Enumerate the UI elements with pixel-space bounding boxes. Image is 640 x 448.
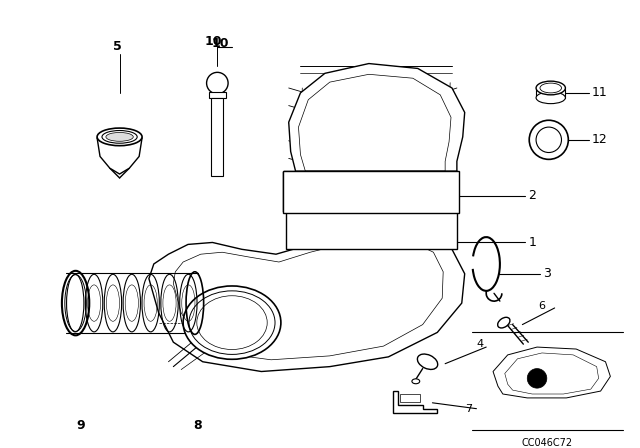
Text: 9: 9: [76, 419, 84, 432]
Ellipse shape: [102, 130, 137, 143]
Circle shape: [527, 369, 547, 388]
Text: 6: 6: [538, 301, 545, 311]
Circle shape: [536, 127, 561, 152]
Ellipse shape: [189, 291, 275, 354]
Text: 11: 11: [592, 86, 607, 99]
Bar: [400, 394, 420, 402]
Bar: [209, 92, 226, 98]
Ellipse shape: [536, 81, 565, 95]
Polygon shape: [493, 347, 611, 398]
Ellipse shape: [106, 133, 133, 141]
Text: 10: 10: [205, 34, 222, 47]
Ellipse shape: [97, 128, 142, 146]
Text: 4: 4: [476, 339, 484, 349]
Ellipse shape: [183, 286, 281, 359]
Polygon shape: [97, 138, 142, 174]
Ellipse shape: [412, 379, 420, 384]
Text: 1: 1: [528, 236, 536, 249]
Polygon shape: [289, 64, 465, 171]
Ellipse shape: [540, 83, 561, 93]
Ellipse shape: [207, 72, 228, 94]
Text: 8: 8: [193, 419, 202, 432]
Ellipse shape: [536, 92, 565, 103]
Text: 10: 10: [212, 37, 229, 50]
Circle shape: [529, 120, 568, 159]
Text: 5: 5: [113, 40, 122, 53]
Bar: [211, 98, 223, 176]
Ellipse shape: [417, 354, 438, 370]
Text: 3: 3: [543, 267, 551, 280]
Ellipse shape: [498, 317, 510, 328]
Text: 2: 2: [528, 189, 536, 202]
Ellipse shape: [197, 296, 268, 349]
Text: CC046C72: CC046C72: [521, 438, 572, 448]
Text: 7: 7: [465, 404, 472, 414]
Polygon shape: [149, 230, 465, 371]
Polygon shape: [394, 391, 437, 413]
Bar: [286, 210, 457, 249]
Bar: [283, 171, 459, 213]
Text: 12: 12: [592, 134, 607, 146]
